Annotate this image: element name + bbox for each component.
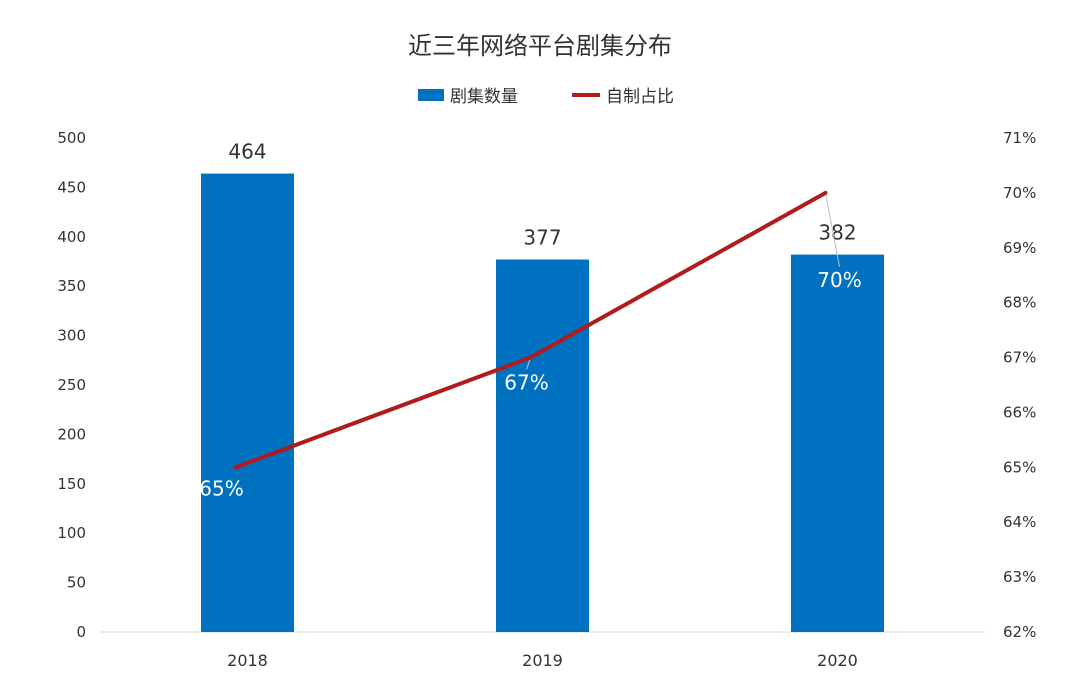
line-value-label: 67% xyxy=(504,371,548,395)
bar xyxy=(791,254,884,633)
y-left-tick-label: 500 xyxy=(57,129,86,147)
y-right-tick-label: 62% xyxy=(1003,623,1036,641)
y-axis-left: 0 50 100 150 200 250 300 350 400 450 500 xyxy=(57,129,86,641)
line-value-label: 65% xyxy=(199,476,243,500)
leader-line xyxy=(825,192,840,267)
y-right-tick-label: 63% xyxy=(1003,568,1036,586)
y-left-tick-label: 350 xyxy=(57,277,86,295)
y-right-tick-label: 69% xyxy=(1003,239,1036,257)
y-right-tick-label: 65% xyxy=(1003,458,1036,476)
line-series-share xyxy=(233,190,828,470)
y-left-tick-label: 400 xyxy=(57,228,86,246)
legend-label-bar: 剧集数量 xyxy=(450,87,518,107)
legend: 剧集数量 自制占比 xyxy=(418,87,674,107)
line-value-label: 70% xyxy=(817,268,861,292)
y-left-tick-label: 100 xyxy=(57,524,86,542)
y-right-tick-label: 67% xyxy=(1003,349,1036,367)
y-right-tick-label: 68% xyxy=(1003,294,1036,312)
y-right-tick-label: 71% xyxy=(1003,129,1036,147)
y-axis-right: 62% 63% 64% 65% 66% 67% 68% 69% 70% 71% xyxy=(1003,129,1036,641)
x-tick-label: 2018 xyxy=(227,651,268,670)
x-tick-label: 2019 xyxy=(522,651,563,670)
bar-value-label: 382 xyxy=(818,221,856,245)
y-left-tick-label: 300 xyxy=(57,327,86,345)
y-left-tick-label: 450 xyxy=(57,178,86,196)
legend-swatch-bar xyxy=(418,89,444,101)
x-tick-label: 2020 xyxy=(817,651,858,670)
x-axis-labels: 2018 2019 2020 xyxy=(227,651,858,670)
bar xyxy=(201,173,294,632)
line-data-labels: 65% 67% 70% xyxy=(199,268,861,500)
y-left-tick-label: 150 xyxy=(57,475,86,493)
y-right-tick-label: 70% xyxy=(1003,184,1036,202)
y-left-tick-label: 200 xyxy=(57,425,86,443)
bar-data-labels: 464 377 382 xyxy=(228,140,856,250)
bar-series xyxy=(201,173,884,633)
chart-title: 近三年网络平台剧集分布 xyxy=(408,32,672,60)
y-right-tick-label: 66% xyxy=(1003,403,1036,421)
bar xyxy=(496,259,589,632)
y-left-tick-label: 250 xyxy=(57,376,86,394)
y-right-tick-label: 64% xyxy=(1003,513,1036,531)
bar-value-label: 464 xyxy=(228,140,266,164)
legend-label-line: 自制占比 xyxy=(606,87,674,107)
y-left-tick-label: 50 xyxy=(67,574,86,592)
bar-value-label: 377 xyxy=(523,226,561,250)
y-left-tick-label: 0 xyxy=(76,623,86,641)
